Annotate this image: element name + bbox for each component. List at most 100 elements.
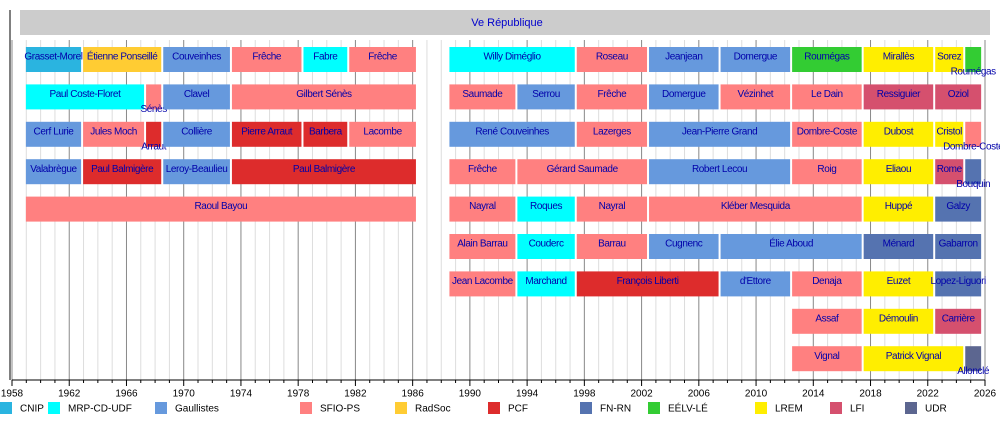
tenure-bar [83, 47, 162, 72]
legend-label: SFIO-PS [320, 404, 360, 415]
x-tick-label: 2022 [917, 389, 940, 400]
legend-swatch [0, 402, 12, 414]
tenure-bar [792, 159, 862, 185]
tenure-bar [720, 84, 791, 110]
tenure-bar [965, 121, 982, 147]
tenure-bar [935, 196, 982, 222]
tenure-bar [720, 234, 862, 259]
deputy-label: Willy Diméglio [483, 52, 541, 63]
deputy-label: Carrière [942, 313, 976, 324]
deputy-label: Collière [181, 126, 213, 137]
legend-swatch [155, 402, 167, 414]
legend-label: UDR [925, 404, 947, 415]
x-tick-label: 1998 [573, 389, 596, 400]
tenure-bar [303, 121, 348, 147]
deputy-label: Roig [817, 164, 836, 175]
x-tick-label: 1962 [58, 389, 81, 400]
x-tick-label: 1966 [115, 389, 138, 400]
deputy-label: Lopez-Liguori [930, 276, 986, 287]
deputy-label: Lacombe [363, 126, 402, 137]
deputy-label: Paul Balmigère [293, 164, 356, 175]
tenure-bar [25, 84, 145, 110]
x-tick-label: 1974 [230, 389, 253, 400]
tenure-bar [863, 196, 934, 222]
tenure-bar [163, 159, 230, 185]
tenure-bar [863, 121, 934, 147]
legend-label: LFI [850, 404, 864, 415]
tenure-bar [231, 47, 302, 72]
x-tick-label: 1994 [516, 389, 539, 400]
legend-label: FN-RN [600, 404, 631, 415]
deputy-label: Gabarron [939, 239, 978, 250]
deputy-label: Sénès [140, 104, 167, 115]
deputy-label: Dubost [884, 126, 914, 137]
legend-label: CNIP [20, 404, 44, 415]
deputy-label: Domergue [662, 89, 706, 100]
deputy-label: Cristol [936, 126, 962, 137]
deputy-label: Cerf Lurie [34, 126, 75, 137]
tenure-bar [146, 84, 162, 110]
deputy-label: Roseau [596, 52, 628, 63]
deputy-label: Barrau [598, 239, 626, 250]
tenure-bar [935, 308, 982, 334]
deputy-label: Mirallès [883, 52, 915, 63]
deputy-label: Vignal [814, 351, 839, 362]
tenure-bar [863, 308, 934, 334]
tenure-bar [649, 84, 719, 110]
legend-label: LREM [775, 404, 803, 415]
tenure-bar [449, 84, 516, 110]
deputy-label: Leroy-Beaulieu [166, 164, 228, 175]
deputy-label: Étienne Ponseillé [87, 50, 158, 63]
tenure-bar [231, 159, 416, 185]
tenure-bar [935, 234, 982, 259]
tenure-bar [935, 121, 964, 147]
x-tick-label: 1982 [344, 389, 367, 400]
tenure-bar [576, 234, 648, 259]
deputy-label: Oziol [948, 89, 969, 100]
tenure-bar [935, 271, 982, 297]
deputy-label: Roumégas [804, 52, 850, 63]
tenure-bar [576, 121, 648, 147]
tenure-bar [720, 47, 791, 72]
deputy-label: Euzet [887, 276, 911, 287]
tenure-bar [83, 159, 162, 185]
tenure-bar [25, 159, 82, 185]
deputy-label: Allonclé [957, 366, 990, 377]
deputy-label: Valabrègue [30, 164, 77, 175]
tenure-bar [935, 47, 964, 72]
deputy-label: Couveinhes [172, 52, 221, 63]
tenure-bar [576, 47, 648, 72]
tenure-bar [25, 47, 82, 72]
x-tick-label: 2006 [688, 389, 711, 400]
tenure-bar [965, 159, 982, 185]
deputy-label: Pierre Arraut [241, 126, 293, 137]
deputy-label: Arraut [141, 141, 166, 152]
deputy-label: Ressiguier [877, 89, 921, 100]
deputy-label: Barbera [309, 126, 343, 137]
tenure-bar [965, 47, 982, 72]
deputy-label: Denaja [812, 276, 842, 287]
tenure-bar [649, 121, 791, 147]
tenure-bar [517, 271, 575, 297]
deputy-label: Patrick Vignal [886, 351, 942, 362]
deputy-label: Nayral [599, 201, 626, 212]
deputy-label: René Couveinhes [475, 126, 549, 137]
tenure-bar [649, 196, 862, 222]
deputy-label: Le Dain [811, 89, 843, 100]
tenure-bar [231, 121, 302, 147]
tenure-bar [517, 159, 648, 185]
tenure-bar [965, 346, 982, 372]
deputy-label: d'Ettore [740, 276, 772, 287]
deputy-label: Assaf [815, 313, 839, 324]
deputy-label: Kléber Mesquida [721, 201, 791, 212]
deputy-label: Nayral [469, 201, 496, 212]
tenure-bar [863, 234, 934, 259]
deputy-label: Serrou [532, 89, 560, 100]
legend-swatch [580, 402, 592, 414]
tenure-bar [792, 346, 862, 372]
tenure-bar [449, 121, 575, 147]
x-tick-label: 2018 [859, 389, 882, 400]
deputy-label: Jules Moch [90, 126, 137, 137]
deputy-label: Grasset-Morel [24, 52, 82, 63]
deputy-label: Bouquin [956, 179, 990, 190]
